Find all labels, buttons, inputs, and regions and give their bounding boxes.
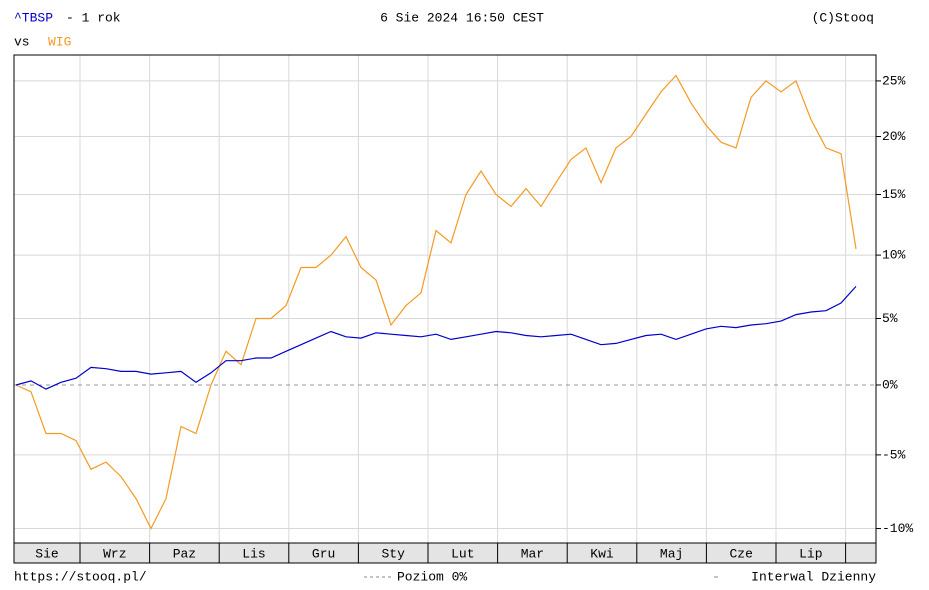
plot-border — [13, 54, 877, 544]
interval-label: Interwal Dzienny — [751, 569, 876, 584]
y-tick-label: 20% — [882, 129, 906, 144]
copyright: (C)Stooq — [812, 10, 874, 25]
x-tick-label: Maj — [660, 546, 683, 561]
timestamp: 6 Sie 2024 16:50 CEST — [380, 10, 544, 25]
x-tick-label: Gru — [312, 546, 335, 561]
x-tick-label: Kwi — [590, 546, 614, 561]
zero-level-label: Poziom 0% — [397, 569, 467, 584]
x-tick-label: Lis — [242, 546, 265, 561]
x-tick-label: Sty — [381, 546, 405, 561]
x-tick-label: Mar — [521, 546, 544, 561]
series-name: ^TBSP — [14, 10, 53, 25]
x-tick-label: Paz — [173, 546, 196, 561]
y-tick-label: 15% — [882, 187, 906, 202]
x-tick-label: Cze — [729, 546, 752, 561]
x-tick-label: Lut — [451, 546, 474, 561]
series-line — [15, 74, 857, 530]
title-suffix: - 1 rok — [66, 10, 121, 25]
x-tick-label: Lip — [799, 546, 822, 561]
y-tick-label: -5% — [882, 447, 906, 462]
y-tick-label: -10% — [882, 521, 913, 536]
x-tick-label: Wrz — [103, 546, 126, 561]
y-tick-label: 10% — [882, 248, 906, 263]
series-name: WIG — [48, 34, 71, 49]
y-tick-label: 0% — [882, 377, 898, 392]
series-line — [15, 285, 857, 390]
y-tick-label: 25% — [882, 73, 906, 88]
x-tick-label: Sie — [35, 546, 58, 561]
y-tick-label: 5% — [882, 311, 898, 326]
vs-label: vs — [14, 34, 30, 49]
source-url: https://stooq.pl/ — [14, 569, 147, 584]
